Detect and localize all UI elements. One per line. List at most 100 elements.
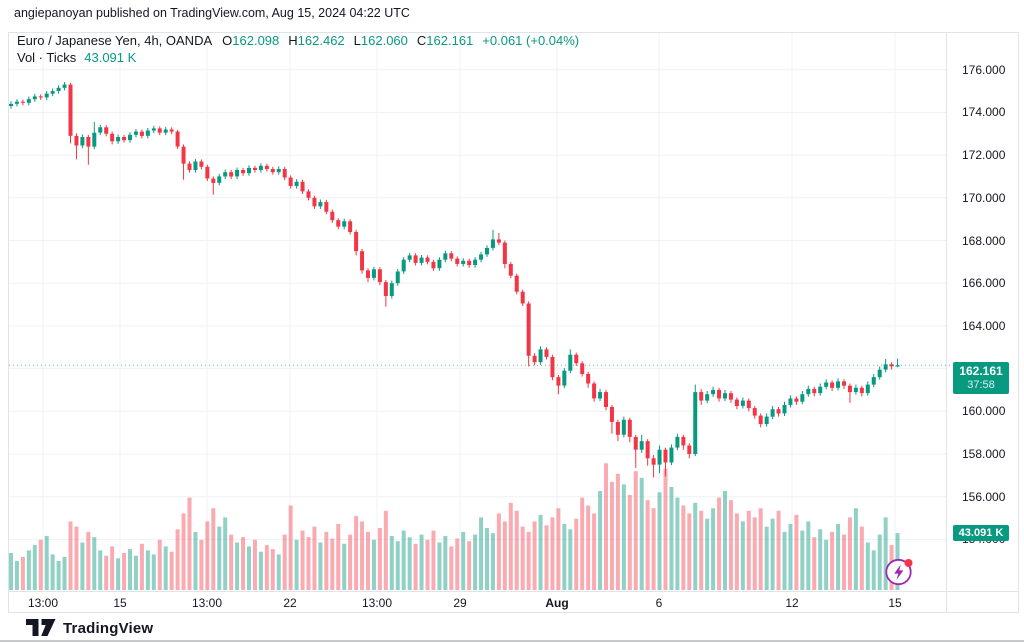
price-axis-label[interactable]: 170.000 (962, 191, 1006, 205)
candle-body (163, 129, 168, 133)
candle-body (794, 398, 799, 402)
volume-bar (371, 539, 376, 590)
time-axis-label[interactable]: 22 (283, 596, 297, 610)
candle-body (532, 355, 537, 363)
volume-bar (175, 529, 180, 590)
time-axis-label[interactable]: 15 (113, 596, 127, 610)
candle-body (711, 389, 716, 395)
candle-body (734, 399, 739, 406)
volume-bar (68, 521, 73, 590)
candle-body (485, 248, 489, 255)
grid-layer (9, 33, 946, 591)
candle-body (455, 258, 460, 264)
volume-bar (413, 543, 418, 590)
candle-body (431, 261, 436, 269)
volume-bar (455, 538, 460, 590)
price-axis-label[interactable]: 160.000 (962, 404, 1006, 418)
time-axis-label[interactable]: 13:00 (361, 596, 393, 610)
price-axis-label[interactable]: 168.000 (962, 234, 1006, 248)
time-axis-label[interactable]: Aug (545, 596, 569, 610)
candle-body (586, 373, 591, 384)
candle-body (110, 133, 115, 142)
volume-bar (407, 537, 412, 590)
candle-body (229, 172, 234, 177)
volume-bar (496, 513, 501, 590)
volume-bar (485, 528, 489, 590)
candle-body (520, 291, 525, 304)
volume-bar (217, 526, 222, 590)
volume-bar (389, 535, 394, 590)
candle-body (258, 165, 263, 171)
candle-body (223, 172, 228, 177)
volume-badge: 43.091 K (953, 525, 1009, 541)
candle-body (651, 458, 656, 465)
candle-body (389, 283, 394, 296)
volume-bar (752, 517, 757, 590)
volume-bar (431, 530, 436, 590)
candle-body (621, 419, 626, 435)
price-axis-label[interactable]: 166.000 (962, 276, 1006, 290)
candle-body (264, 165, 269, 169)
volume-bar (145, 550, 150, 590)
time-axis-label[interactable]: 13:00 (191, 596, 223, 610)
time-axis-label[interactable]: 12 (785, 596, 799, 610)
volume-bar (794, 514, 799, 590)
tradingview-logo[interactable]: TradingView (26, 619, 153, 637)
volume-bar (449, 546, 454, 590)
price-change: +0.061 (+0.04%) (482, 33, 580, 48)
candle-body (80, 137, 85, 146)
volume-bar (258, 551, 263, 590)
candle-body (895, 365, 900, 367)
candle-body (479, 254, 484, 260)
volume-bar (199, 539, 204, 590)
volume-bar (401, 530, 406, 590)
volume-bar (830, 531, 835, 590)
volume-bar (270, 549, 275, 590)
time-axis-label[interactable]: 29 (453, 596, 467, 610)
candle-body (544, 349, 549, 357)
candle-body (467, 260, 472, 266)
volume-bar (812, 537, 817, 590)
volume-bar (538, 514, 543, 590)
symbol-title[interactable]: Euro / Japanese Yen, 4h, OANDA (17, 33, 213, 48)
time-axis-label[interactable]: 13:00 (27, 596, 59, 610)
candle-body (32, 96, 37, 100)
volume-bar (532, 521, 537, 590)
candle-body (217, 176, 222, 183)
volume-bar (883, 517, 888, 590)
candle-body (580, 363, 585, 374)
volume-bar (592, 513, 597, 590)
flash-icon-button[interactable] (883, 555, 916, 588)
ohlc-low: L162.060 (353, 33, 408, 48)
volume-bar (62, 557, 67, 590)
candle-body (330, 211, 335, 221)
candle-body (669, 447, 674, 463)
volume-bar (163, 546, 168, 590)
price-axis-label[interactable]: 174.000 (962, 105, 1006, 119)
candle-body (151, 128, 156, 131)
candle-body (175, 131, 180, 147)
candle-body (74, 135, 79, 146)
volume-indicator-value: 43.091 K (84, 50, 137, 65)
candle-body (44, 93, 49, 98)
candle-body (169, 129, 174, 132)
candle-body (205, 166, 210, 179)
volume-bar (687, 513, 692, 590)
volume-bar (377, 528, 382, 590)
volume-bar (20, 557, 25, 590)
price-axis-label[interactable]: 158.000 (962, 447, 1006, 461)
volume-indicator-label[interactable]: Vol · Ticks (17, 50, 77, 65)
time-axis-label[interactable]: 6 (655, 596, 663, 610)
volume-bar (229, 534, 234, 590)
price-axis-label[interactable]: 176.000 (962, 63, 1006, 77)
volume-bar (788, 524, 793, 590)
time-axis-label[interactable]: 15 (888, 596, 902, 610)
candle-body (377, 269, 382, 283)
price-axis-label[interactable]: 172.000 (962, 148, 1006, 162)
price-axis-label[interactable]: 156.000 (962, 490, 1006, 504)
price-axis-label[interactable]: 164.000 (962, 319, 1006, 333)
volume-bar (366, 531, 370, 590)
candle-body (705, 394, 710, 401)
volume-bar (86, 531, 91, 590)
